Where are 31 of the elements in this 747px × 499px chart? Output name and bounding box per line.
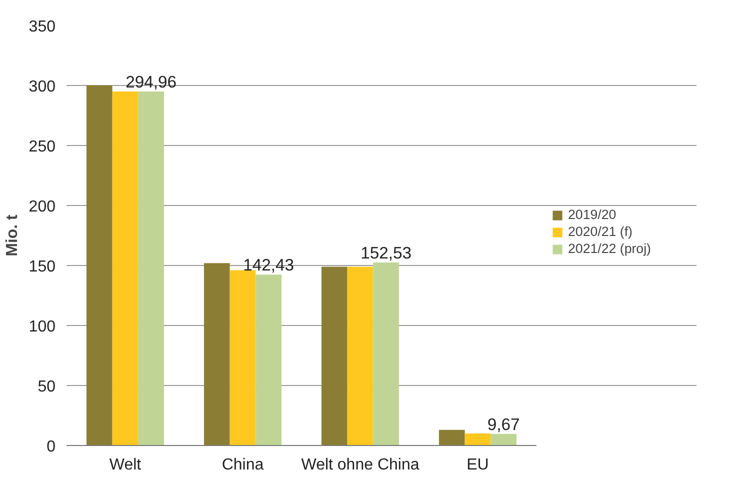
bar bbox=[138, 92, 164, 446]
data-label: 9,67 bbox=[487, 414, 520, 434]
bar bbox=[256, 274, 282, 446]
y-tick-label: 50 bbox=[38, 378, 56, 396]
bar bbox=[204, 263, 230, 446]
data-label: 152,53 bbox=[360, 243, 412, 262]
y-tick-label: 150 bbox=[28, 258, 56, 276]
bar bbox=[112, 92, 138, 446]
y-tick-label: 300 bbox=[28, 78, 56, 96]
legend-label: 2019/20 bbox=[568, 207, 616, 222]
y-axis-title: Mio. t bbox=[4, 214, 21, 256]
x-tick-label: EU bbox=[466, 456, 489, 474]
data-label: 142,43 bbox=[243, 256, 294, 275]
bar bbox=[86, 86, 112, 446]
y-tick-label: 350 bbox=[28, 18, 56, 36]
y-tick-label: 200 bbox=[28, 198, 56, 216]
legend-label: 2020/21 (f) bbox=[568, 224, 632, 239]
legend-label: 2021/22 (proj) bbox=[568, 241, 651, 256]
bar bbox=[464, 434, 491, 446]
bar bbox=[321, 266, 348, 446]
data-label: 294,96 bbox=[126, 72, 177, 92]
y-tick-label: 100 bbox=[28, 318, 56, 336]
x-tick-label: Welt bbox=[109, 456, 142, 474]
bar bbox=[438, 430, 465, 446]
y-tick-label: 0 bbox=[46, 438, 56, 456]
x-tick-label: China bbox=[222, 456, 264, 474]
bar bbox=[373, 262, 400, 446]
x-tick-label: Welt ohne China bbox=[301, 456, 420, 474]
y-tick-label: 250 bbox=[28, 138, 56, 156]
bar bbox=[347, 266, 374, 446]
bar bbox=[490, 434, 517, 446]
